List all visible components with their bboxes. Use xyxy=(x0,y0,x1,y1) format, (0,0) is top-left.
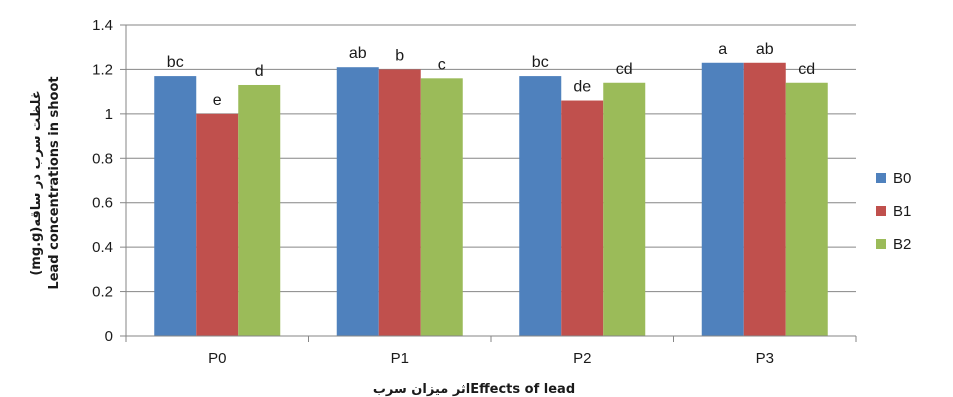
bar-b0-p3 xyxy=(701,62,744,337)
legend-swatch-b2 xyxy=(876,239,886,249)
legend-label-b1: B1 xyxy=(893,203,911,220)
y-tick-label: 0.8 xyxy=(92,150,113,167)
y-tick-label: 0.2 xyxy=(92,284,113,301)
data-label: ab xyxy=(349,45,367,62)
bar-b0-p2 xyxy=(519,76,562,336)
bar-b1-p0 xyxy=(196,113,239,336)
data-label: ab xyxy=(756,41,774,58)
bar-b2-p1 xyxy=(420,78,463,337)
bar-b1-p1 xyxy=(378,69,421,336)
y-tick-labels: 0 0.2 0.4 0.6 0.8 1 1.2 1.4 xyxy=(92,17,126,345)
bars xyxy=(154,62,828,337)
legend-label-b2: B2 xyxy=(893,236,911,253)
data-label: cd xyxy=(798,61,815,78)
bar-b2-p2 xyxy=(603,82,646,336)
x-tick-labels: P0 P1 P2 P3 xyxy=(125,336,857,367)
data-label: b xyxy=(395,47,404,64)
bar-b1-p3 xyxy=(743,62,786,337)
legend-label-b0: B0 xyxy=(893,170,911,187)
x-tick-label: P0 xyxy=(208,350,226,367)
data-label: c xyxy=(438,56,446,73)
data-label: cd xyxy=(616,61,633,78)
data-label: bc xyxy=(167,54,184,71)
y-tick-label: 0 xyxy=(105,328,113,345)
y-tick-label: 1.4 xyxy=(92,17,113,34)
data-label: a xyxy=(718,41,727,58)
data-label: e xyxy=(213,92,222,109)
bar-b2-p3 xyxy=(785,82,828,336)
bar-b0-p1 xyxy=(336,67,379,336)
data-label: bc xyxy=(532,54,549,71)
y-axis-title-line1: غلظت سرب در ساقه(mg.g) xyxy=(29,90,44,275)
x-tick-label: P1 xyxy=(391,350,409,367)
y-tick-label: 1.2 xyxy=(92,61,113,78)
bar-b0-p0 xyxy=(154,76,197,336)
y-tick-label: 1 xyxy=(105,106,113,123)
data-label: d xyxy=(255,63,264,80)
y-axis-title-line2: Lead concentrations in shoot xyxy=(47,76,62,289)
x-tick-label: P2 xyxy=(573,350,591,367)
x-tick-label: P3 xyxy=(756,350,774,367)
legend: B0 B1 B2 xyxy=(876,170,911,253)
y-tick-label: 0.6 xyxy=(92,195,113,212)
y-tick-label: 0.4 xyxy=(92,239,113,256)
x-axis-title: اثر میزان سربEffects of lead xyxy=(373,382,575,397)
data-label: de xyxy=(573,79,591,96)
bar-b2-p0 xyxy=(238,84,281,336)
legend-swatch-b0 xyxy=(876,173,886,183)
bar-b1-p2 xyxy=(561,100,604,337)
legend-swatch-b1 xyxy=(876,206,886,216)
